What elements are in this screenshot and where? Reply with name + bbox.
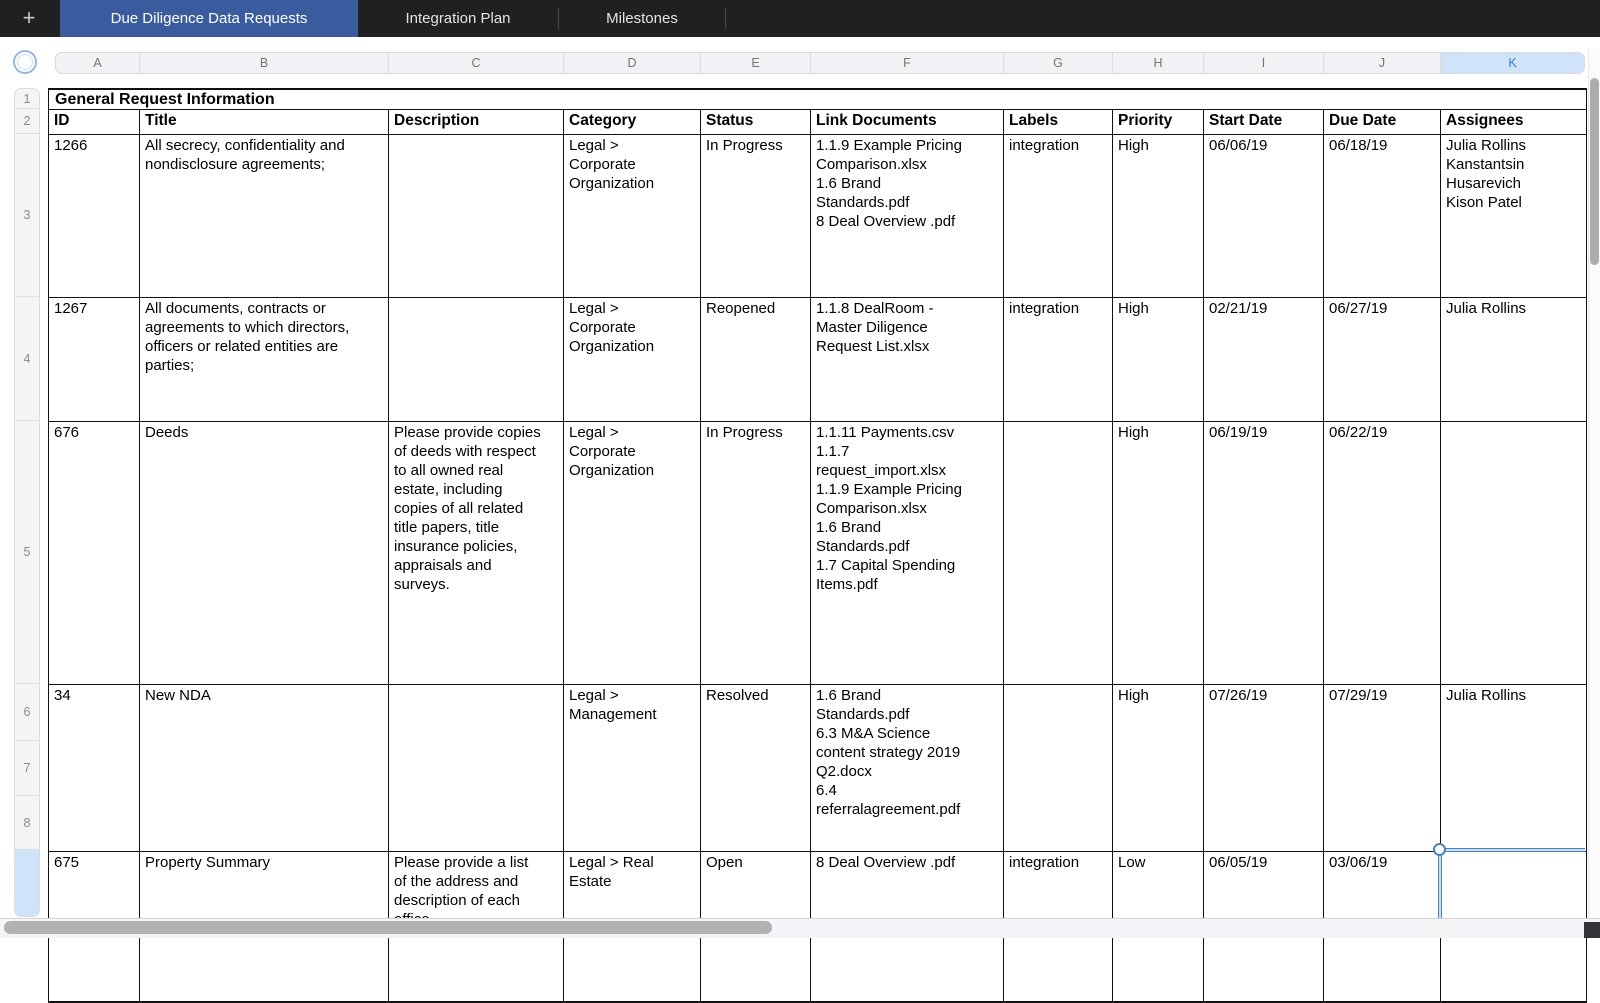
header-cell-link-documents[interactable]: Link Documents: [811, 110, 1004, 135]
selection-border-left: [1438, 848, 1442, 918]
cell-status[interactable]: Reopened: [701, 298, 811, 422]
cell-due-date[interactable]: 06/27/19: [1324, 298, 1441, 422]
row-header-4[interactable]: 4: [15, 297, 39, 421]
header-cell-status[interactable]: Status: [701, 110, 811, 135]
cell-assignees[interactable]: Julia Rollins Kanstantsin Husarevich Kis…: [1441, 135, 1586, 298]
cell-id[interactable]: 676: [49, 422, 140, 685]
sheet-tab-bar: + Due Diligence Data Requests Integratio…: [0, 0, 1600, 37]
column-header-i[interactable]: I: [1204, 53, 1324, 73]
cell-assignees[interactable]: [1441, 422, 1586, 685]
cell-id[interactable]: 1266: [49, 135, 140, 298]
cell-category[interactable]: Legal > Management: [564, 685, 701, 852]
scrollbar-corner: [1584, 922, 1600, 938]
cell-labels[interactable]: integration: [1004, 135, 1113, 298]
cell-start-date[interactable]: 06/19/19: [1204, 422, 1324, 685]
cell-priority[interactable]: High: [1113, 298, 1204, 422]
due-diligence-table: General Request Information ID Title Des…: [48, 88, 1587, 1003]
cell-assignees[interactable]: Julia Rollins: [1441, 685, 1586, 852]
cell-assignees[interactable]: Julia Rollins: [1441, 298, 1586, 422]
cell-labels[interactable]: [1004, 422, 1113, 685]
vertical-scrollbar-thumb[interactable]: [1590, 78, 1599, 265]
cell-link-documents[interactable]: 1.1.11 Payments.csv 1.1.7 request_import…: [811, 422, 1004, 685]
column-header-d[interactable]: D: [564, 53, 701, 73]
cell-link-documents[interactable]: 1.1.9 Example Pricing Comparison.xlsx 1.…: [811, 135, 1004, 298]
column-header-band: A B C D E F G H I J K: [55, 52, 1585, 74]
header-cell-due-date[interactable]: Due Date: [1324, 110, 1441, 135]
cell-priority[interactable]: High: [1113, 422, 1204, 685]
cell-status[interactable]: Resolved: [701, 685, 811, 852]
cell-status[interactable]: In Progress: [701, 422, 811, 685]
cell-link-documents[interactable]: 1.1.8 DealRoom - Master Diligence Reques…: [811, 298, 1004, 422]
column-header-e[interactable]: E: [701, 53, 811, 73]
header-cell-title[interactable]: Title: [140, 110, 389, 135]
column-header-b[interactable]: B: [140, 53, 389, 73]
column-header-a[interactable]: A: [56, 53, 140, 73]
table-handle-icon[interactable]: [13, 50, 37, 74]
cell-labels[interactable]: integration: [1004, 298, 1113, 422]
row-header-band: 1 2 3 4 5 6 7 8: [14, 88, 40, 917]
row-header-1[interactable]: 1: [15, 89, 39, 109]
row-header-7[interactable]: 7: [15, 741, 39, 796]
cell-due-date[interactable]: 06/22/19: [1324, 422, 1441, 685]
cell-title[interactable]: New NDA: [140, 685, 389, 852]
column-header-k-selected[interactable]: K: [1441, 53, 1584, 73]
horizontal-scrollbar-thumb[interactable]: [4, 921, 772, 934]
tab-integration-plan[interactable]: Integration Plan: [405, 10, 511, 27]
header-cell-priority[interactable]: Priority: [1113, 110, 1204, 135]
row-header-2[interactable]: 2: [15, 109, 39, 134]
cell-title[interactable]: Deeds: [140, 422, 389, 685]
column-header-c[interactable]: C: [389, 53, 564, 73]
cell-start-date[interactable]: 02/21/19: [1204, 298, 1324, 422]
cell-start-date[interactable]: 07/26/19: [1204, 685, 1324, 852]
header-cell-category[interactable]: Category: [564, 110, 701, 135]
vertical-scrollbar-track[interactable]: [1588, 48, 1600, 918]
cell-description[interactable]: [389, 135, 564, 298]
tab-divider: [558, 8, 559, 29]
row-header-6[interactable]: 6: [15, 684, 39, 741]
cell-description[interactable]: [389, 685, 564, 852]
header-cell-description[interactable]: Description: [389, 110, 564, 135]
cell-title[interactable]: All documents, contracts or agreements t…: [140, 298, 389, 422]
column-header-f[interactable]: F: [811, 53, 1004, 73]
cell-status[interactable]: In Progress: [701, 135, 811, 298]
tab-due-diligence-data-requests[interactable]: Due Diligence Data Requests: [60, 0, 358, 37]
cell-id[interactable]: 1267: [49, 298, 140, 422]
cell-description[interactable]: Please provide copies of deeds with resp…: [389, 422, 564, 685]
column-header-g[interactable]: G: [1004, 53, 1113, 73]
selection-border-top: [1440, 848, 1585, 852]
row-header-9-selected[interactable]: [15, 850, 39, 916]
cell-id[interactable]: 34: [49, 685, 140, 852]
cell-start-date[interactable]: 06/06/19: [1204, 135, 1324, 298]
cell-priority[interactable]: High: [1113, 135, 1204, 298]
cell-category[interactable]: Legal > Corporate Organization: [564, 135, 701, 298]
cell-description[interactable]: [389, 298, 564, 422]
cell-due-date[interactable]: 06/18/19: [1324, 135, 1441, 298]
cell-labels[interactable]: [1004, 685, 1113, 852]
cell-due-date[interactable]: 07/29/19: [1324, 685, 1441, 852]
cell-category[interactable]: Legal > Corporate Organization: [564, 298, 701, 422]
section-title-cell[interactable]: General Request Information: [49, 90, 1586, 110]
row-header-8[interactable]: 8: [15, 796, 39, 850]
header-cell-labels[interactable]: Labels: [1004, 110, 1113, 135]
cell-priority[interactable]: High: [1113, 685, 1204, 852]
selection-handle[interactable]: [1433, 843, 1446, 856]
column-header-j[interactable]: J: [1324, 53, 1441, 73]
add-sheet-button[interactable]: +: [22, 5, 36, 30]
header-cell-id[interactable]: ID: [49, 110, 140, 135]
tab-divider: [725, 8, 726, 29]
cell-title[interactable]: All secrecy, confidentiality and nondisc…: [140, 135, 389, 298]
row-header-5[interactable]: 5: [15, 421, 39, 684]
column-header-h[interactable]: H: [1113, 53, 1204, 73]
row-header-3[interactable]: 3: [15, 134, 39, 297]
header-cell-assignees[interactable]: Assignees: [1441, 110, 1586, 135]
header-cell-start-date[interactable]: Start Date: [1204, 110, 1324, 135]
cell-category[interactable]: Legal > Corporate Organization: [564, 422, 701, 685]
tab-milestones[interactable]: Milestones: [606, 10, 678, 27]
cell-link-documents[interactable]: 1.6 Brand Standards.pdf 6.3 M&A Science …: [811, 685, 1004, 852]
